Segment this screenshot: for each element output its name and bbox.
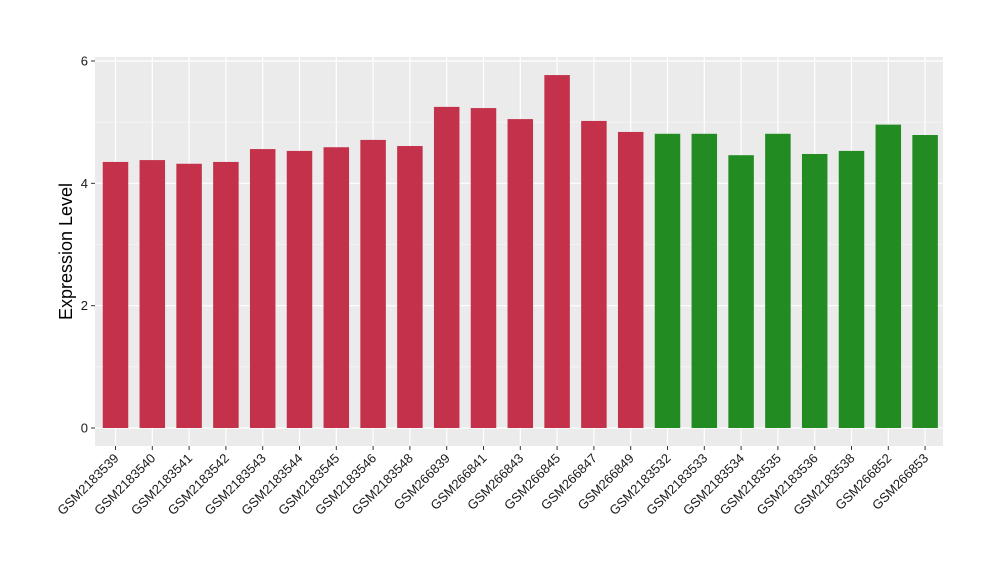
bar-GSM266849 [617,131,644,428]
bars [102,75,938,429]
bar-GSM2183540 [139,160,166,428]
bar-GSM2183542 [213,161,239,429]
y-tick-label: 0 [81,421,88,436]
bar-GSM2183539 [102,161,129,429]
y-tick-label: 4 [81,176,88,191]
bar-GSM266845 [544,75,570,429]
bar-GSM2183533 [691,133,718,428]
bar-GSM266839 [433,106,460,428]
bar-GSM2183534 [728,155,754,429]
y-tick-label: 2 [81,298,88,313]
bar-GSM2183535 [765,133,791,428]
bar-GSM2183545 [323,147,350,428]
bar-GSM2183543 [249,149,276,428]
bar-GSM266841 [470,108,497,429]
bar-GSM266843 [507,119,534,428]
bar-GSM266853 [912,135,938,429]
bar-GSM2183548 [397,146,423,428]
bar-GSM2183532 [654,133,681,428]
bar-GSM2183541 [176,163,202,428]
bar-GSM2183538 [838,150,865,429]
y-tick-label: 6 [81,54,88,69]
bar-GSM2183536 [801,153,828,428]
bar-GSM266847 [581,120,607,429]
y-axis-title: Expression Level [56,183,76,320]
bar-GSM266852 [875,124,902,428]
bar-GSM2183546 [360,139,386,428]
bar-GSM2183544 [286,150,313,429]
